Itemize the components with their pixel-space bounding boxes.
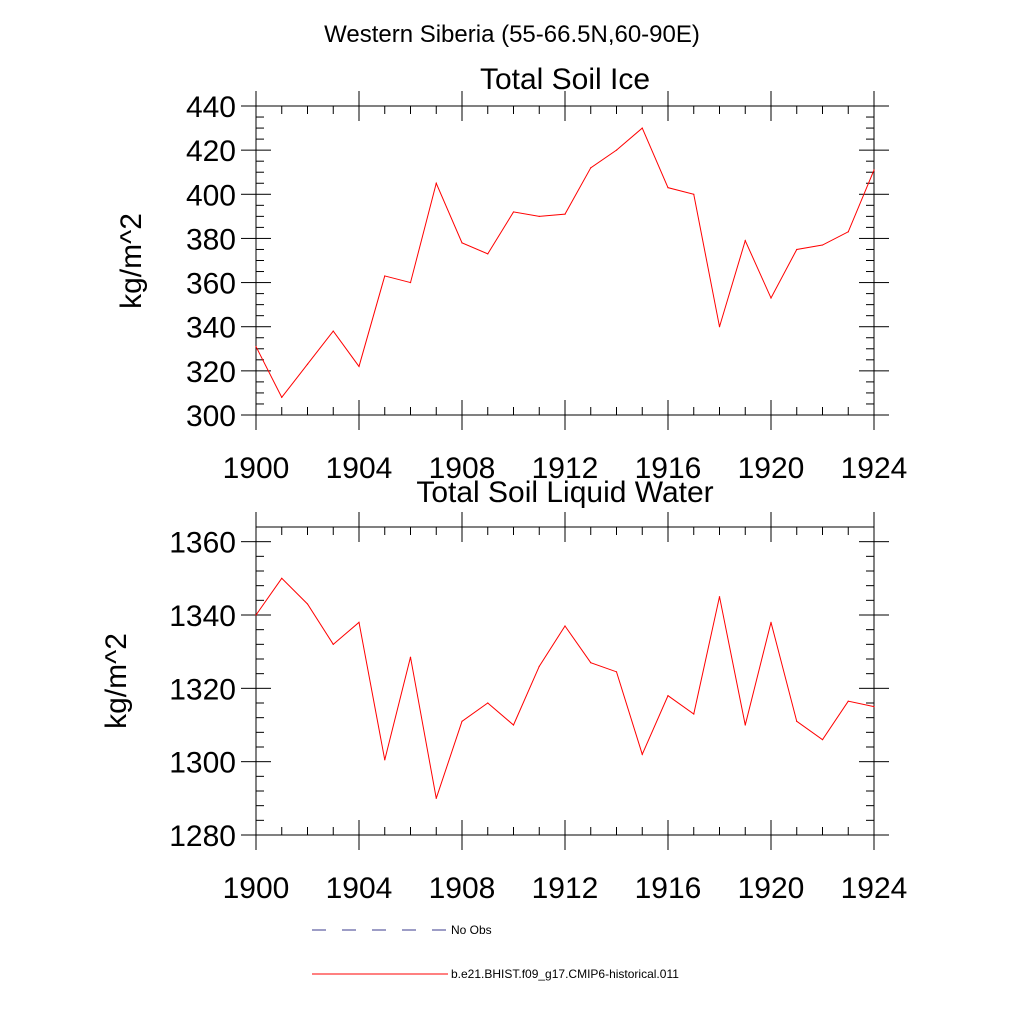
panel-title-soil-ice: Total Soil Ice xyxy=(480,63,650,96)
x-tick-label: 1920 xyxy=(738,452,805,485)
x-tick-label: 1920 xyxy=(738,872,805,905)
data-point xyxy=(358,365,360,368)
data-point xyxy=(667,187,669,189)
data-point xyxy=(384,759,386,761)
plot-frame xyxy=(255,105,875,416)
data-point xyxy=(461,720,463,722)
x-tick-label: 1904 xyxy=(326,872,393,905)
data-point xyxy=(255,345,257,348)
data-point xyxy=(693,713,695,715)
data-point xyxy=(615,671,618,673)
legend-label-no-obs: No Obs xyxy=(451,923,492,937)
data-point xyxy=(744,240,746,242)
x-tick-label: 1908 xyxy=(429,452,496,485)
data-point xyxy=(796,720,798,722)
data-point xyxy=(615,149,618,151)
data-point xyxy=(847,231,849,233)
data-point xyxy=(512,724,515,726)
y-tick-label: 380 xyxy=(186,223,236,256)
y-axis-label-soil-liquid-water: kg/m^2 xyxy=(100,633,133,729)
data-point xyxy=(770,297,772,299)
data-point xyxy=(590,167,592,169)
data-point xyxy=(873,169,875,171)
x-tick-label: 1908 xyxy=(429,872,496,905)
data-point xyxy=(821,739,824,741)
data-point xyxy=(873,706,875,708)
data-point xyxy=(641,753,643,755)
data-point xyxy=(796,248,798,251)
data-point xyxy=(693,193,695,195)
data-point xyxy=(512,211,515,213)
data-point xyxy=(384,275,386,277)
data-point xyxy=(306,363,309,365)
data-point xyxy=(358,621,360,623)
plot-frame xyxy=(255,526,875,836)
data-point xyxy=(409,656,412,658)
data-point xyxy=(744,724,746,726)
y-tick-label: 440 xyxy=(186,91,236,124)
x-tick-label: 1924 xyxy=(841,872,908,905)
legend: No Obs b.e21.BHIST.f09_g17.CMIP6-histori… xyxy=(312,923,679,981)
y-tick-label: 1360 xyxy=(169,527,236,560)
data-point xyxy=(435,797,437,799)
y-tick-label: 360 xyxy=(186,268,236,301)
y-tick-label: 340 xyxy=(186,312,236,345)
data-point xyxy=(255,614,257,616)
x-tick-label: 1912 xyxy=(532,872,599,905)
x-tick-label: 1900 xyxy=(223,452,290,485)
legend-label-model-run: b.e21.BHIST.f09_g17.CMIP6-historical.011 xyxy=(451,967,679,981)
y-tick-label: 1320 xyxy=(169,673,236,706)
y-tick-label: 400 xyxy=(186,179,236,212)
figure-title: Western Siberia (55-66.5N,60-90E) xyxy=(324,21,700,48)
data-point xyxy=(718,326,721,328)
data-point xyxy=(667,695,669,697)
y-axis-label-soil-ice: kg/m^2 xyxy=(115,213,148,309)
data-point xyxy=(487,702,489,704)
data-point xyxy=(821,244,824,246)
y-tick-label: 420 xyxy=(186,135,236,168)
data-point xyxy=(770,621,772,623)
x-tick-label: 1916 xyxy=(635,872,702,905)
data-point xyxy=(332,330,334,332)
data-point xyxy=(281,577,283,579)
data-point xyxy=(332,643,334,645)
data-point xyxy=(718,596,721,598)
x-tick-label: 1900 xyxy=(223,872,290,905)
data-point xyxy=(847,700,849,702)
y-tick-label: 1280 xyxy=(169,820,236,853)
x-tick-label: 1912 xyxy=(532,452,599,485)
panel-soil-liquid-water: Total Soil Liquid Water kg/m^2 1900 1904 1… xyxy=(100,476,907,905)
y-tick-label: 1300 xyxy=(169,747,236,780)
data-point xyxy=(281,396,283,398)
panel-soil-ice: Total Soil Ice kg/m^2 1900 1904 1908 1912 19… xyxy=(115,63,907,485)
data-point xyxy=(538,215,540,217)
data-point xyxy=(590,662,592,664)
y-tick-label: 300 xyxy=(186,400,236,433)
data-point xyxy=(409,281,412,284)
data-point xyxy=(564,625,566,627)
y-tick-label: 1340 xyxy=(169,600,236,633)
x-tick-label: 1924 xyxy=(841,452,908,485)
series-line xyxy=(255,127,875,399)
data-point xyxy=(564,213,566,215)
x-tick-label: 1916 xyxy=(635,452,702,485)
panel-title-soil-liquid-water: Total Soil Liquid Water xyxy=(416,476,713,509)
series-line xyxy=(255,577,875,799)
y-tick-label: 320 xyxy=(186,356,236,389)
data-point xyxy=(641,127,643,129)
x-tick-label: 1904 xyxy=(326,452,393,485)
data-point xyxy=(306,603,309,605)
data-point xyxy=(461,242,463,244)
data-point xyxy=(538,665,540,667)
data-point xyxy=(435,182,437,184)
data-point xyxy=(487,253,489,255)
